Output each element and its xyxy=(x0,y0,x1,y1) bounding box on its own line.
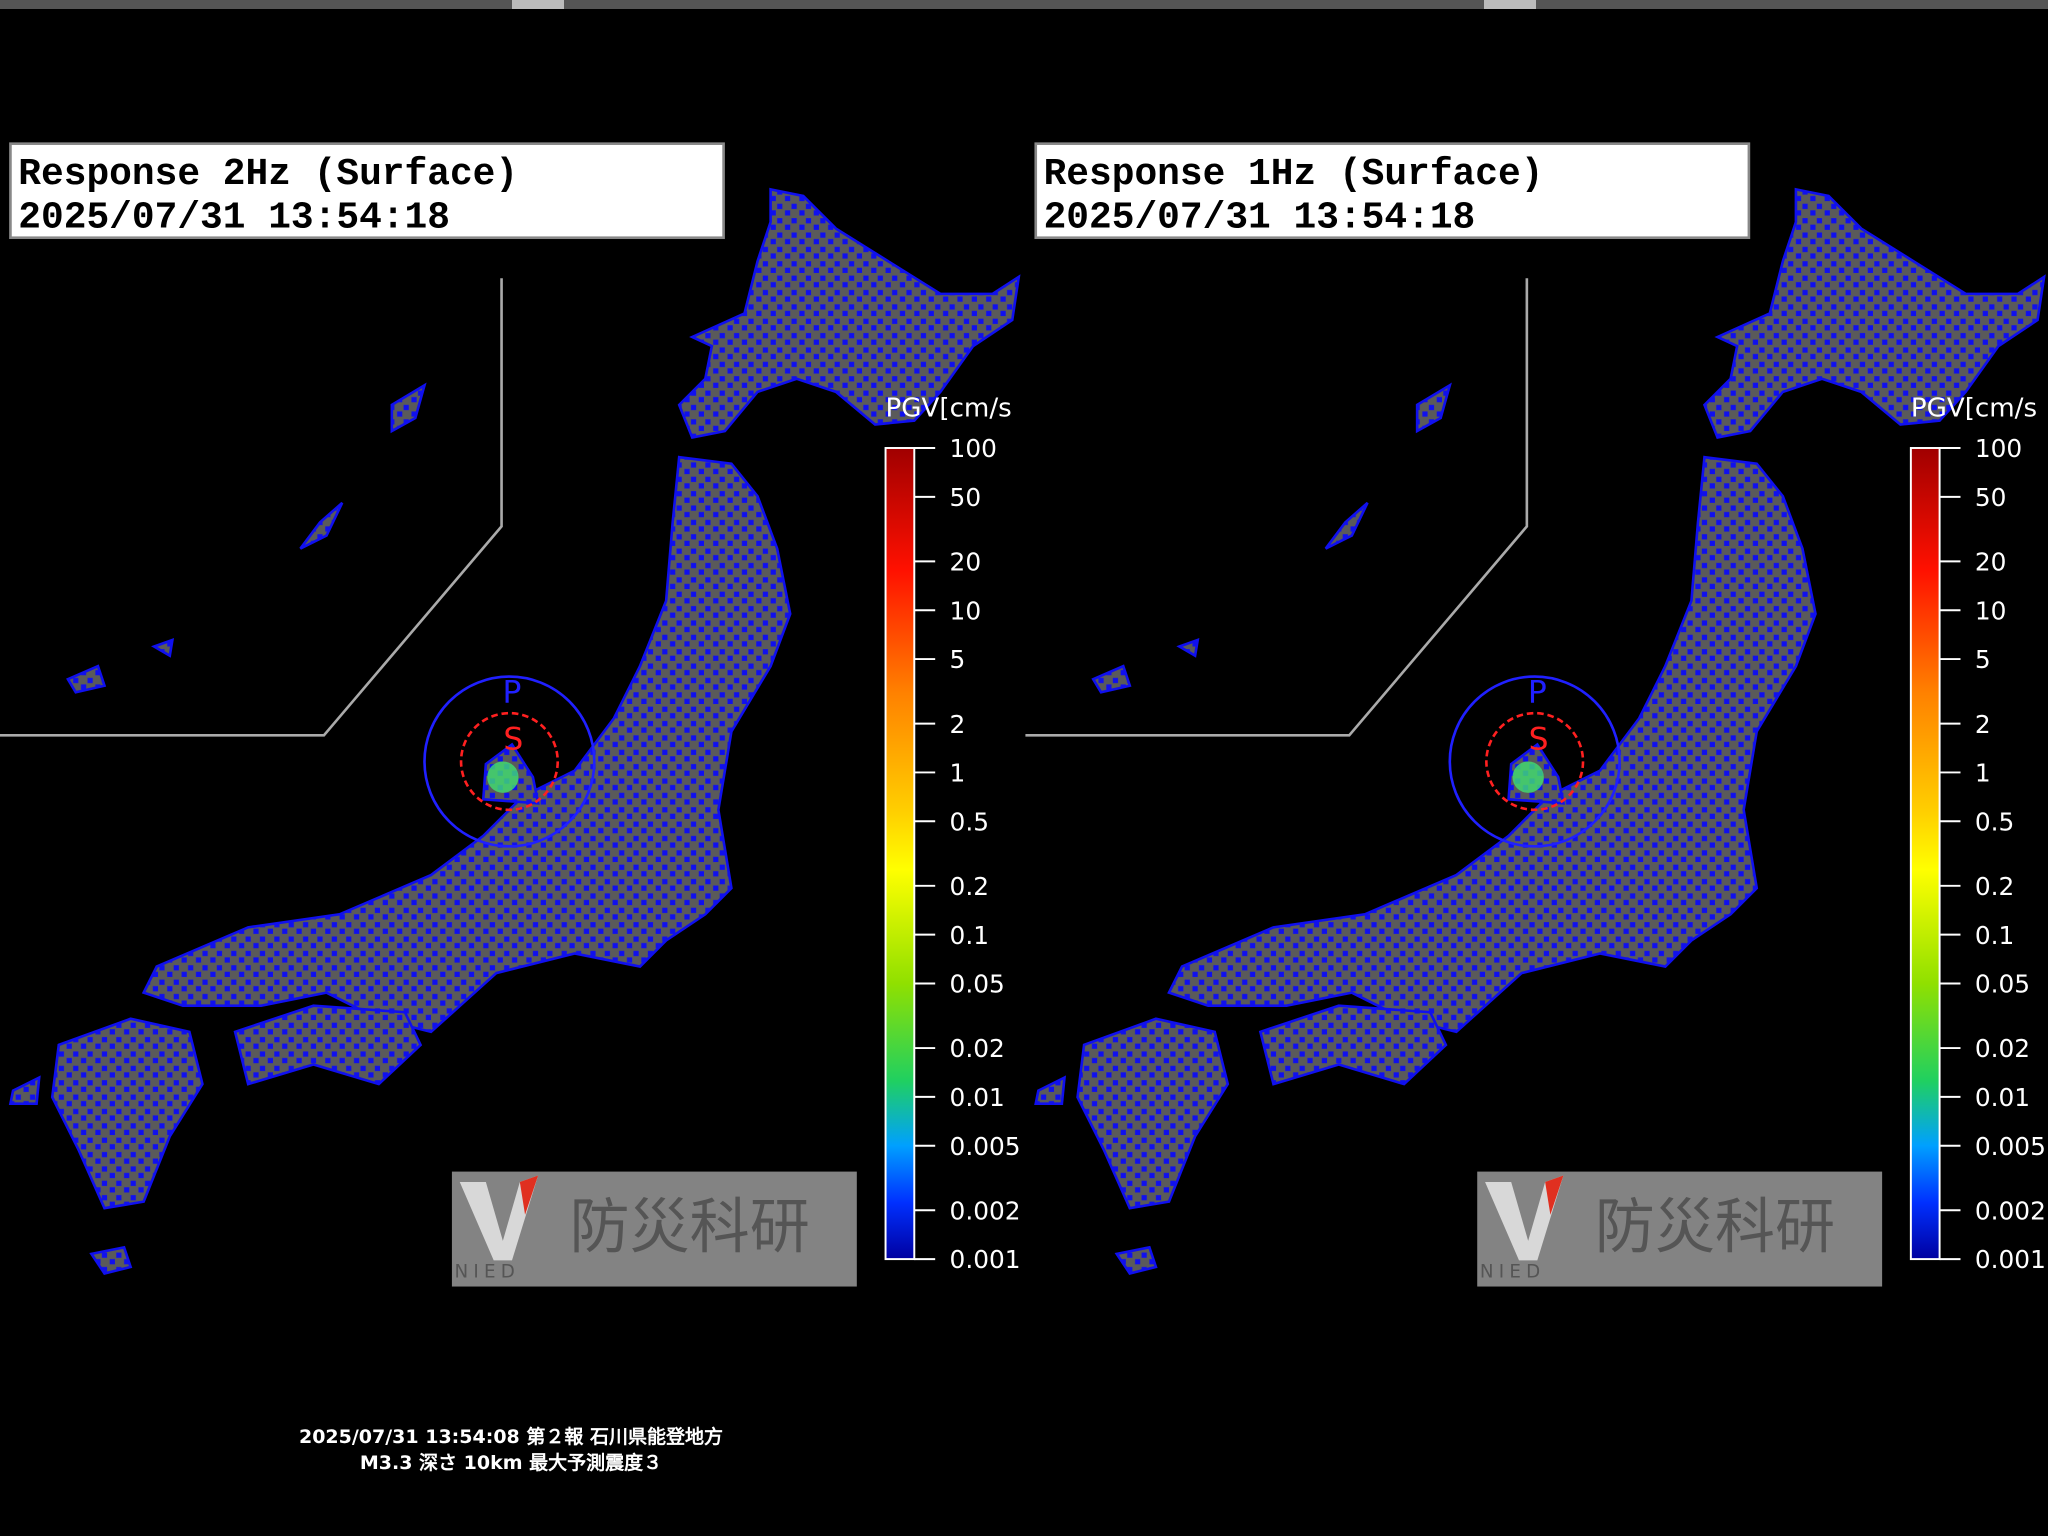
colorbar-tick-label: 0.2 xyxy=(1975,872,2014,901)
panel-title: Response 2Hz (Surface) xyxy=(18,153,518,196)
inset-border xyxy=(1025,278,1529,737)
land xyxy=(1324,501,1369,550)
logo-text: 防災科研 xyxy=(1595,1192,1835,1262)
colorbar-tick-label: 0.1 xyxy=(950,921,989,950)
colorbar-tick-label: 5 xyxy=(1975,645,1991,674)
land xyxy=(1176,638,1200,658)
colorbar-tick-label: 0.2 xyxy=(950,872,989,901)
colorbar-tick-label: 50 xyxy=(950,483,982,512)
logo-sub: NIED xyxy=(1480,1261,1546,1282)
title-box xyxy=(9,142,725,240)
land xyxy=(1258,1004,1448,1086)
s-wave-label: S xyxy=(503,722,523,758)
footer-line: M3.3 深さ 10km 最大予測震度３ xyxy=(360,1451,662,1474)
colorbar-tick-label: 0.02 xyxy=(1975,1034,2030,1063)
colorbar-tick-label: 0.005 xyxy=(1975,1132,2046,1161)
s-wave-label: S xyxy=(1529,722,1549,758)
colorbar-tick-label: 0.5 xyxy=(1975,807,2014,836)
logo-mark xyxy=(459,1175,539,1261)
colorbar-tick-label: 2 xyxy=(1975,710,1991,739)
land xyxy=(677,187,1021,440)
land xyxy=(299,501,344,550)
colorbar-tick-label: 2 xyxy=(950,710,966,739)
land xyxy=(1415,382,1452,434)
colorbar-tick-label: 0.001 xyxy=(950,1245,1021,1274)
colorbar-tick-label: 1 xyxy=(950,759,966,788)
colorbar-tick-label: 20 xyxy=(1975,548,2007,577)
colorbar-tick-label: 0.01 xyxy=(950,1083,1005,1112)
colorbar xyxy=(884,447,916,1261)
land xyxy=(141,455,792,1034)
inset-border xyxy=(0,278,503,737)
map-panel: PS Response 1Hz (Surface)2025/07/31 13:54… xyxy=(1025,142,2046,1287)
land xyxy=(50,1017,204,1210)
land xyxy=(1076,1017,1230,1210)
p-wave-label: P xyxy=(503,675,522,711)
colorbar-label: PGV[cm/s xyxy=(1911,394,2037,424)
panel-timestamp: 2025/07/31 13:54:18 xyxy=(18,196,450,239)
colorbar-tick-label: 5 xyxy=(950,645,966,674)
logo-sub: NIED xyxy=(455,1261,521,1282)
colorbar-tick-label: 0.001 xyxy=(1975,1245,2046,1274)
colorbar-tick-label: 0.05 xyxy=(1975,970,2030,999)
colorbar-tick-label: 0.05 xyxy=(950,970,1005,999)
logo-text: 防災科研 xyxy=(569,1192,809,1262)
colorbar-tick-label: 10 xyxy=(950,596,982,625)
colorbar-tick-label: 0.5 xyxy=(950,807,989,836)
colorbar-tick-label: 0.02 xyxy=(950,1034,1005,1063)
panel-title: Response 1Hz (Surface) xyxy=(1044,153,1544,196)
colorbar-tick-label: 100 xyxy=(950,434,997,463)
s-wave-circle xyxy=(1485,711,1585,812)
colorbar-tick-label: 10 xyxy=(1975,596,2007,625)
colorbar-tick-label: 50 xyxy=(1975,483,2007,512)
p-wave-circle xyxy=(1448,675,1621,848)
colorbar-tick-label: 100 xyxy=(1975,434,2022,463)
noto-stations xyxy=(1512,761,1544,793)
land xyxy=(1091,664,1132,694)
panel-timestamp: 2025/07/31 13:54:18 xyxy=(1044,196,1476,239)
p-wave-circle xyxy=(423,675,596,848)
land xyxy=(1702,187,2046,440)
land xyxy=(66,664,107,694)
colorbar-tick-label: 1 xyxy=(1975,759,1991,788)
colorbar-label: PGV[cm/s xyxy=(886,394,1012,424)
land xyxy=(1114,1245,1158,1275)
colorbar-tick-label: 0.1 xyxy=(1975,921,2014,950)
title-box xyxy=(1034,142,1751,240)
logo-mark-red xyxy=(519,1175,539,1215)
noto-stations xyxy=(487,761,519,793)
s-wave-circle xyxy=(459,711,560,812)
land xyxy=(390,382,427,434)
land xyxy=(233,1004,423,1086)
p-wave-label: P xyxy=(1528,675,1547,711)
land xyxy=(1034,1075,1067,1105)
land xyxy=(151,638,175,658)
map-panel: PS Response 2Hz (Surface)2025/07/31 13:54… xyxy=(0,142,1021,1287)
land xyxy=(89,1245,133,1275)
colorbar-tick-label: 0.002 xyxy=(950,1196,1021,1225)
logo-mark-red xyxy=(1545,1175,1564,1215)
footer-line: 2025/07/31 13:54:08 第２報 石川県能登地方 xyxy=(299,1425,723,1448)
top-bar xyxy=(0,0,2048,9)
land xyxy=(8,1075,41,1105)
land xyxy=(1167,455,1817,1034)
colorbar-tick-label: 20 xyxy=(950,548,982,577)
colorbar-tick-label: 0.01 xyxy=(1975,1083,2030,1112)
colorbar-tick-label: 0.002 xyxy=(1975,1196,2046,1225)
colorbar xyxy=(1909,447,1941,1261)
colorbar-tick-label: 0.005 xyxy=(950,1132,1021,1161)
